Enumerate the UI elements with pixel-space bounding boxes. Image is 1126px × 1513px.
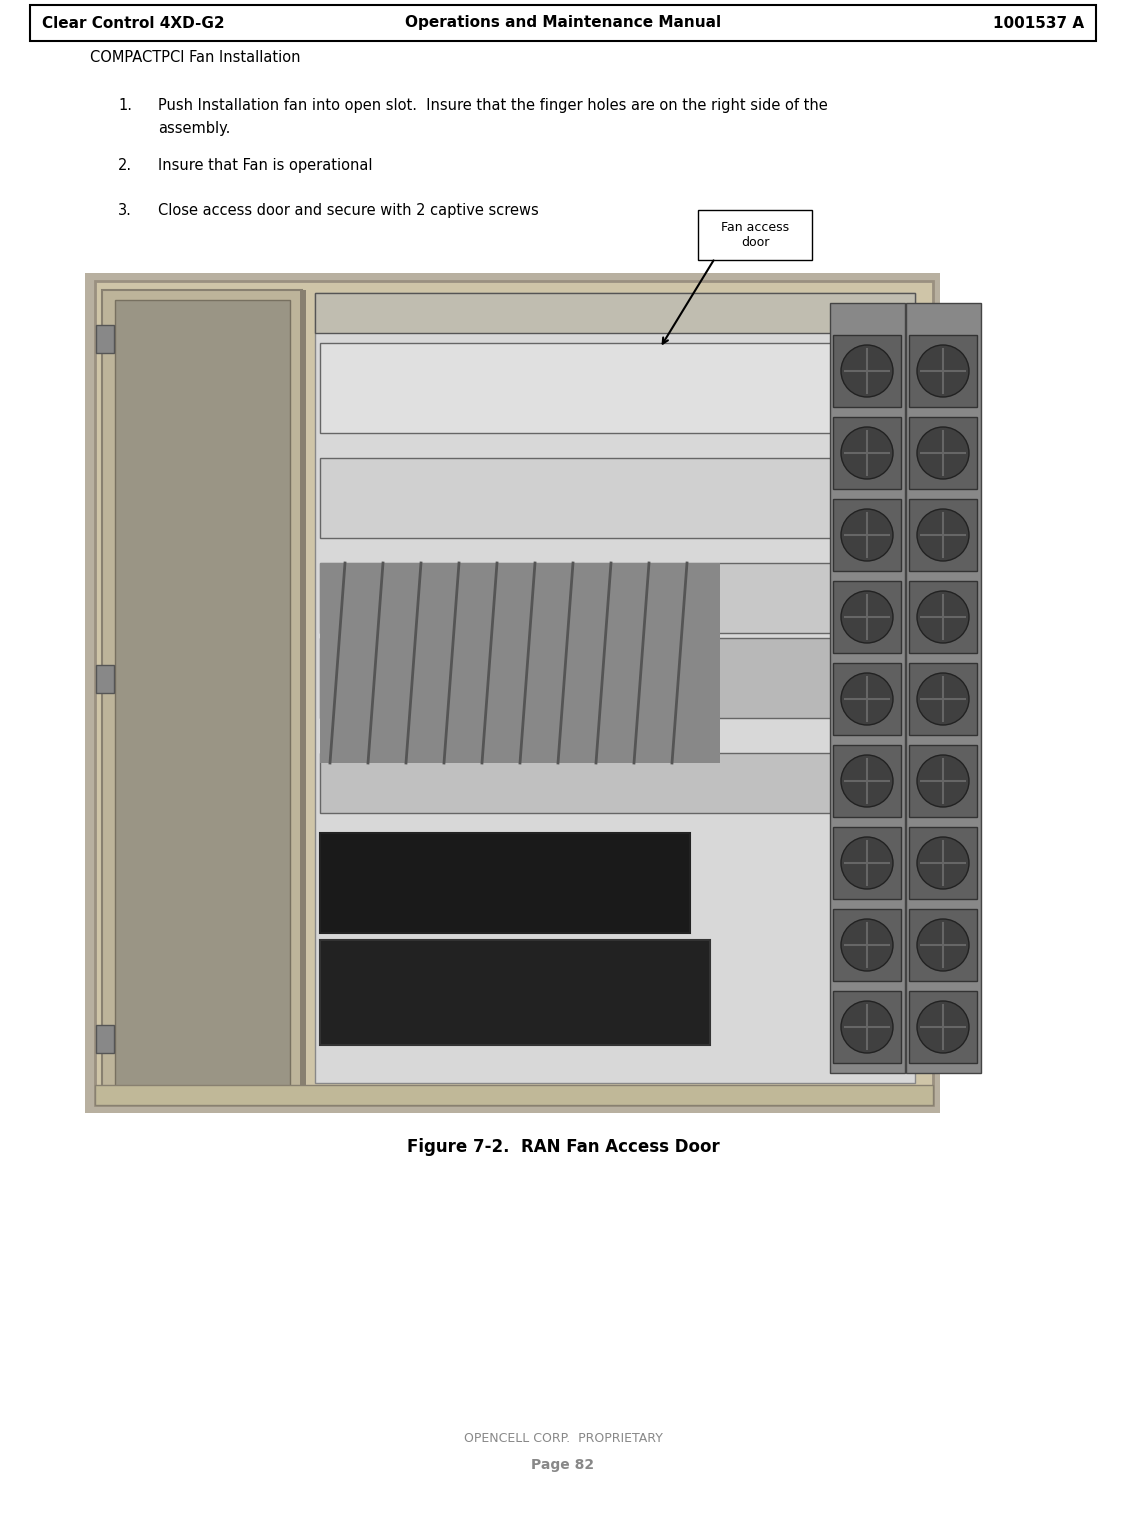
Bar — [833, 663, 901, 735]
Bar — [909, 663, 977, 735]
Text: Page 82: Page 82 — [531, 1459, 595, 1472]
Circle shape — [841, 592, 893, 643]
Bar — [320, 753, 840, 812]
Bar — [833, 909, 901, 980]
Text: Insure that Fan is operational: Insure that Fan is operational — [158, 157, 373, 172]
Bar — [320, 458, 840, 539]
Circle shape — [917, 755, 969, 806]
Bar — [115, 300, 291, 1088]
Bar — [909, 744, 977, 817]
FancyBboxPatch shape — [698, 210, 812, 260]
Bar — [315, 294, 915, 1083]
Circle shape — [841, 673, 893, 725]
Bar — [909, 499, 977, 570]
Circle shape — [841, 755, 893, 806]
Bar — [96, 325, 114, 353]
Text: 3.: 3. — [118, 203, 132, 218]
Text: assembly.: assembly. — [158, 121, 231, 136]
Bar — [315, 294, 915, 333]
Bar — [320, 563, 840, 632]
Circle shape — [917, 508, 969, 561]
Bar — [833, 991, 901, 1064]
Bar — [909, 909, 977, 980]
Text: OPENCELL CORP.  PROPRIETARY: OPENCELL CORP. PROPRIETARY — [464, 1431, 662, 1445]
Circle shape — [917, 837, 969, 890]
Text: Fan access
door: Fan access door — [721, 221, 789, 250]
Circle shape — [841, 508, 893, 561]
Text: Figure 7-2.  RAN Fan Access Door: Figure 7-2. RAN Fan Access Door — [406, 1138, 720, 1156]
Bar — [909, 581, 977, 654]
Circle shape — [917, 918, 969, 971]
FancyBboxPatch shape — [30, 5, 1096, 41]
Bar — [96, 666, 114, 693]
Bar — [95, 281, 933, 1104]
Bar — [909, 334, 977, 407]
Bar — [84, 272, 940, 1114]
Circle shape — [917, 1002, 969, 1053]
Bar — [320, 940, 711, 1045]
Circle shape — [841, 427, 893, 480]
Bar — [320, 563, 720, 763]
Text: 1.: 1. — [118, 98, 132, 113]
Text: COMPACTPCI Fan Installation: COMPACTPCI Fan Installation — [90, 50, 301, 65]
Bar — [833, 581, 901, 654]
Bar — [833, 418, 901, 489]
Bar — [909, 991, 977, 1064]
Circle shape — [841, 345, 893, 396]
Bar — [320, 834, 690, 934]
Bar — [833, 334, 901, 407]
Bar — [830, 303, 905, 1073]
Bar — [906, 303, 981, 1073]
Bar — [300, 290, 306, 1098]
Circle shape — [841, 918, 893, 971]
Circle shape — [917, 427, 969, 480]
Bar — [833, 744, 901, 817]
Text: 1001537 A: 1001537 A — [993, 15, 1084, 30]
Text: Push Installation fan into open slot.  Insure that the finger holes are on the r: Push Installation fan into open slot. In… — [158, 98, 828, 113]
Circle shape — [917, 592, 969, 643]
Bar — [95, 1085, 933, 1104]
Bar — [102, 290, 302, 1098]
Bar — [909, 828, 977, 899]
Text: Clear Control 4XD-G2: Clear Control 4XD-G2 — [42, 15, 224, 30]
Circle shape — [917, 673, 969, 725]
Bar — [833, 499, 901, 570]
Circle shape — [917, 345, 969, 396]
Bar — [96, 1024, 114, 1053]
Circle shape — [841, 837, 893, 890]
Bar — [320, 343, 840, 433]
Circle shape — [841, 1002, 893, 1053]
Text: Operations and Maintenance Manual: Operations and Maintenance Manual — [405, 15, 721, 30]
Bar — [320, 638, 840, 719]
Text: Close access door and secure with 2 captive screws: Close access door and secure with 2 capt… — [158, 203, 538, 218]
Text: 2.: 2. — [118, 157, 132, 172]
Bar — [833, 828, 901, 899]
Bar — [909, 418, 977, 489]
